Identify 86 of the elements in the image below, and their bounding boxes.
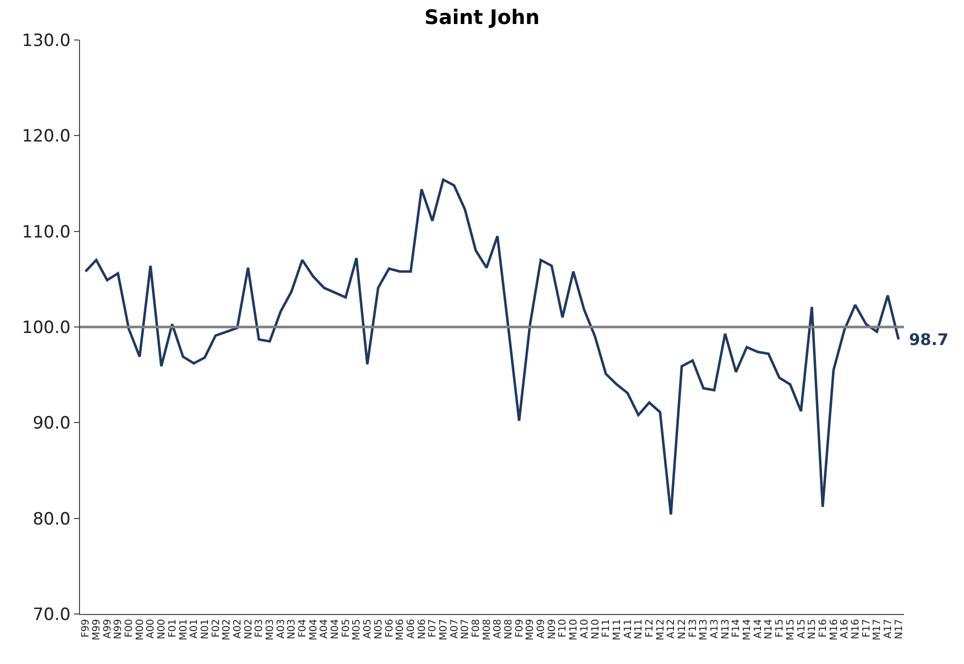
chart-title: Saint John xyxy=(424,4,540,29)
x-tick-label: A00 xyxy=(146,619,157,639)
y-tick-label: 110.0 xyxy=(22,222,71,242)
x-tick-label: A16 xyxy=(840,619,851,639)
x-tick-label: M07 xyxy=(438,619,450,640)
x-tick-label: F10 xyxy=(558,619,569,638)
x-tick-label: M05 xyxy=(352,619,363,640)
x-tick-label: A02 xyxy=(232,619,244,639)
x-tick-label: F08 xyxy=(470,619,482,638)
x-tick-label: N08 xyxy=(504,619,515,640)
y-tick-label: 70.0 xyxy=(32,604,71,625)
y-tick-label: 100.0 xyxy=(22,318,71,338)
x-tick-label: M13 xyxy=(698,619,710,640)
x-tick-label: F11 xyxy=(601,619,612,638)
x-tick-label: F05 xyxy=(340,619,352,638)
x-tick-label: N99 xyxy=(113,619,124,640)
line-series xyxy=(84,178,900,516)
x-tick-label: A08 xyxy=(492,619,504,639)
x-tick-label: N15 xyxy=(807,619,818,640)
x-tick-label: F14 xyxy=(731,619,742,638)
text: 98.7 xyxy=(909,330,948,349)
x-tick-label: A09 xyxy=(536,619,548,639)
x-tick-label: M14 xyxy=(742,619,754,640)
x-tick-label: A14 xyxy=(752,619,764,639)
x-tick-label: F17 xyxy=(861,619,872,638)
x-tick-label: N12 xyxy=(676,619,688,640)
x-tick-label: N03 xyxy=(286,619,298,640)
x-tick-label: N01 xyxy=(200,619,211,640)
x-tick-label: F07 xyxy=(428,619,439,638)
x-tick-label: N07 xyxy=(460,619,472,640)
x-tick-label: F99 xyxy=(80,619,92,638)
y-tick-label: 120.0 xyxy=(22,126,71,147)
x-tick-label: N11 xyxy=(634,619,645,640)
x-tick-label: N05 xyxy=(373,619,384,640)
x-tick-label: M00 xyxy=(134,619,146,640)
x-tick-label: F09 xyxy=(514,619,526,638)
x-tick-label: N17 xyxy=(894,619,905,640)
x-tick-label: F04 xyxy=(298,619,309,638)
x-tick-label: A01 xyxy=(189,619,200,639)
x-tick-label: A06 xyxy=(406,619,417,639)
x-tick-label: A11 xyxy=(622,619,634,639)
x-tick-label: F13 xyxy=(688,619,699,638)
x-tick-label: F15 xyxy=(774,619,786,638)
x-tick-label: A13 xyxy=(710,619,721,639)
x-tick-label: F00 xyxy=(124,619,136,638)
x-tick-label: N06 xyxy=(416,619,428,640)
y-tick-label: 90.0 xyxy=(32,414,71,434)
x-tick-label: A07 xyxy=(449,619,460,639)
x-tick-label: N09 xyxy=(546,619,558,640)
x-tick-label: M02 xyxy=(222,619,233,640)
x-tick-label: M09 xyxy=(525,619,536,640)
x-tick-label: N14 xyxy=(764,619,775,640)
x-tick-label: A04 xyxy=(319,619,330,639)
x-tick-label: M08 xyxy=(482,619,493,640)
x-tick-label: N10 xyxy=(590,619,602,640)
x-tick-label: F16 xyxy=(818,619,829,638)
x-tick-label: A10 xyxy=(579,619,590,639)
x-tick-label: M17 xyxy=(872,619,884,640)
x-tick-label: M11 xyxy=(612,619,623,640)
y-tick-label: 130.0 xyxy=(22,30,71,51)
x-tick-label: M16 xyxy=(828,619,840,640)
x-tick-label: M99 xyxy=(92,619,103,640)
x-tick-label: M15 xyxy=(785,619,796,640)
x-tick-label: A12 xyxy=(666,619,678,639)
x-tick-label: A03 xyxy=(276,619,287,639)
x-tick-label: A17 xyxy=(882,619,894,639)
x-tick-label: N02 xyxy=(243,619,254,640)
x-tick-label: M12 xyxy=(655,619,666,640)
x-tick-label: N04 xyxy=(330,619,342,640)
x-tick-label: A15 xyxy=(796,619,808,639)
x-tick-label: M01 xyxy=(178,619,190,640)
x-tick-label: M06 xyxy=(395,619,406,640)
y-tick-label: 80.0 xyxy=(32,509,71,530)
x-tick-label: N16 xyxy=(850,619,862,640)
x-tick-label: M03 xyxy=(264,619,276,640)
x-tick-label: F03 xyxy=(254,619,266,638)
x-tick-label: A05 xyxy=(362,619,374,639)
x-tick-label: N00 xyxy=(156,619,168,640)
x-tick-label: F06 xyxy=(384,619,396,638)
x-tick-label: F12 xyxy=(644,619,656,638)
x-tick-label: F01 xyxy=(167,619,178,638)
x-tick-label: A99 xyxy=(102,619,114,639)
x-tick-label: F02 xyxy=(210,619,222,638)
x-tick-label: M10 xyxy=(568,619,580,640)
x-tick-label: M04 xyxy=(308,619,320,640)
x-tick-label: N13 xyxy=(720,619,732,640)
